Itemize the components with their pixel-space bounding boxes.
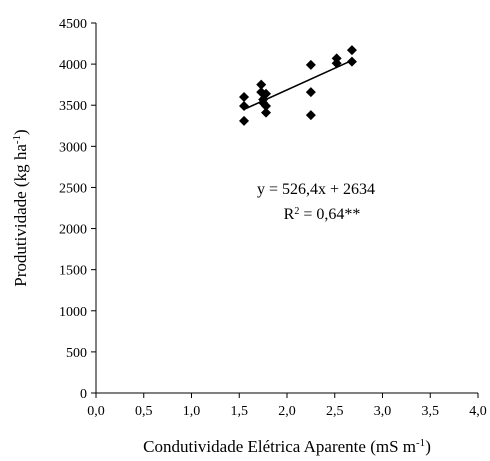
data-point bbox=[239, 101, 250, 112]
y-tick-label: 3500 bbox=[59, 99, 87, 114]
y-tick-label: 4000 bbox=[59, 58, 87, 73]
r2-label: R2 = 0,64** bbox=[284, 206, 361, 224]
x-axis-title: Condutividade Elétrica Aparente (mS m-1) bbox=[143, 437, 431, 456]
y-tick-label: 2500 bbox=[59, 181, 87, 196]
data-point bbox=[346, 45, 357, 56]
x-tick-label: 0,5 bbox=[135, 404, 153, 419]
y-tick-label: 2000 bbox=[59, 223, 87, 238]
data-point bbox=[239, 92, 250, 102]
trendline bbox=[243, 59, 353, 111]
data-point bbox=[346, 56, 357, 67]
data-point bbox=[260, 107, 271, 118]
data-point bbox=[260, 101, 271, 112]
x-tick-label: 3,0 bbox=[374, 404, 392, 419]
data-point bbox=[305, 110, 316, 121]
y-tick-label: 500 bbox=[66, 346, 87, 361]
y-tick-label: 1000 bbox=[59, 305, 87, 320]
y-ticks: 0 500 1000 1500 2000 2500 3000 3500 4000 4500 bbox=[59, 17, 96, 402]
x-tick-label: 3,5 bbox=[422, 404, 440, 419]
data-point bbox=[305, 59, 316, 70]
data-point bbox=[239, 115, 250, 126]
x-tick-label: 2,0 bbox=[278, 404, 296, 419]
x-tick-label: 1,0 bbox=[183, 404, 201, 419]
data-point bbox=[305, 87, 316, 98]
x-tick-label: 1,5 bbox=[231, 404, 249, 419]
y-tick-label: 3000 bbox=[59, 140, 87, 155]
x-tick-label: 2,5 bbox=[326, 404, 344, 419]
y-tick-label: 4500 bbox=[59, 17, 87, 32]
x-ticks: 0,0 0,5 1,0 1,5 2,0 2,5 3,0 3,5 4,0 bbox=[87, 393, 487, 419]
data-point bbox=[256, 79, 267, 90]
x-tick-label: 0,0 bbox=[87, 404, 105, 419]
equation-label: y = 526,4x + 2634 bbox=[257, 181, 375, 198]
y-tick-label: 0 bbox=[80, 387, 87, 402]
x-tick-label: 4,0 bbox=[469, 404, 487, 419]
y-tick-label: 1500 bbox=[59, 264, 87, 279]
y-axis-title: Produtividade (kg ha-1) bbox=[11, 129, 30, 286]
data-point bbox=[260, 88, 271, 99]
